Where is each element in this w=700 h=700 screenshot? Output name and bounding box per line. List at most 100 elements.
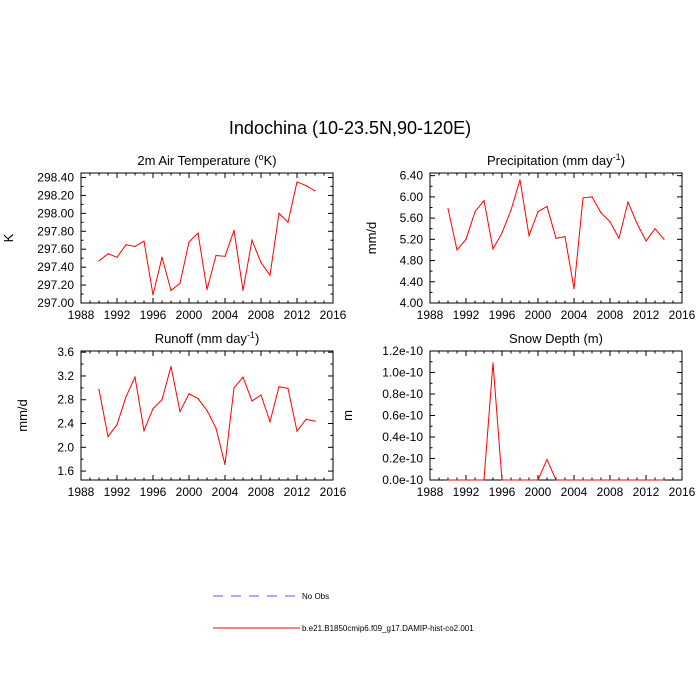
- y-tick-label: 1.0e-10: [382, 366, 423, 380]
- series-line: [98, 366, 316, 465]
- data-point: [636, 479, 638, 481]
- data-point: [600, 479, 602, 481]
- y-tick-label: 5.20: [400, 232, 424, 246]
- x-tick-label: 2012: [284, 485, 311, 499]
- x-tick-label: 1992: [104, 485, 131, 499]
- data-point: [456, 479, 458, 481]
- y-tick-label: 298.00: [37, 206, 74, 220]
- data-point: [492, 248, 494, 250]
- x-tick-label: 1996: [140, 308, 167, 322]
- data-point: [233, 387, 235, 389]
- x-tick-label: 1988: [68, 485, 95, 499]
- y-tick-label: 297.60: [37, 242, 74, 256]
- data-point: [161, 399, 163, 401]
- data-point: [492, 362, 494, 364]
- y-tick-label: 5.60: [400, 211, 424, 225]
- x-tick-label: 1992: [453, 308, 480, 322]
- data-point: [197, 397, 199, 400]
- y-tick-label: 298.40: [37, 170, 74, 184]
- data-point: [170, 365, 172, 368]
- data-point: [134, 245, 136, 248]
- data-point: [654, 228, 656, 230]
- data-point: [654, 479, 656, 481]
- data-point: [564, 479, 566, 481]
- x-tick-label: 1996: [489, 308, 516, 322]
- y-tick-label: 297.80: [37, 224, 74, 238]
- legend: No Obs b.e21.B1850cmip6.f09_g17.DAMIP-his…: [213, 592, 474, 633]
- data-point: [510, 479, 512, 481]
- data-point: [456, 249, 458, 251]
- x-tick-label: 2008: [248, 308, 275, 322]
- data-point: [582, 197, 584, 199]
- data-point: [206, 409, 208, 412]
- plot-frame: [80, 350, 334, 481]
- y-tick-label: 298.20: [37, 188, 74, 202]
- y-axis-label: mm/d: [364, 222, 379, 255]
- data-point: [197, 232, 199, 234]
- y-axis-label: m: [340, 410, 355, 421]
- x-tick-label: 1996: [489, 485, 516, 499]
- panel-title-superscript: -1: [613, 152, 621, 162]
- data-point: [483, 199, 485, 202]
- panel-title: Runoff (mm day-1): [155, 330, 260, 346]
- data-point: [305, 184, 307, 187]
- data-point: [206, 288, 208, 291]
- y-tick-label: 6.00: [400, 190, 424, 204]
- chart-panel-1: 2m Air Temperature (oK) K 1988 1992 1996 2000…: [1, 152, 347, 322]
- data-point: [546, 458, 548, 461]
- data-point: [296, 181, 298, 183]
- panel-title-text: 2m Air Temperature (: [137, 153, 259, 168]
- panel-title-text: Precipitation (mm day: [487, 153, 613, 168]
- y-tick-label: 4.80: [400, 254, 424, 268]
- data-point: [215, 427, 217, 429]
- data-point: [474, 479, 476, 481]
- data-point: [269, 421, 271, 423]
- panel-title-suffix: ): [255, 331, 259, 346]
- data-point: [251, 400, 253, 402]
- data-point: [98, 389, 100, 391]
- x-tick-label: 2012: [633, 485, 660, 499]
- data-point: [116, 424, 118, 426]
- data-point: [125, 244, 127, 246]
- x-tick-label: 2016: [320, 485, 347, 499]
- data-point: [501, 479, 503, 481]
- y-tick-label: 4.00: [400, 296, 424, 310]
- panel-title-superscript: o: [259, 152, 264, 162]
- data-point: [188, 393, 190, 395]
- data-point: [483, 479, 485, 481]
- data-point: [573, 479, 575, 481]
- data-point: [591, 479, 593, 481]
- data-point: [152, 294, 154, 296]
- data-point: [600, 212, 602, 214]
- series-line: [447, 179, 665, 289]
- data-point: [179, 411, 181, 413]
- data-point: [287, 387, 289, 390]
- x-tick-label: 2004: [561, 485, 588, 499]
- data-point: [188, 241, 190, 243]
- data-point: [107, 253, 109, 255]
- data-point: [609, 479, 611, 481]
- data-point: [618, 237, 620, 239]
- x-tick-label: 2004: [212, 485, 239, 499]
- data-point: [224, 255, 226, 257]
- y-tick-label: 0.6e-10: [382, 409, 423, 423]
- y-tick-label: 0.8e-10: [382, 387, 423, 401]
- x-tick-label: 2012: [633, 308, 660, 322]
- data-point: [116, 256, 118, 258]
- data-point: [555, 479, 557, 481]
- panel-title-text: Snow Depth (m): [509, 331, 603, 346]
- y-tick-label: 2.0: [57, 440, 74, 454]
- data-point: [161, 256, 163, 258]
- data-point: [474, 211, 476, 213]
- series-line: [98, 181, 316, 296]
- data-point: [314, 420, 316, 422]
- panel-title-suffix: ): [621, 153, 625, 168]
- data-point: [663, 479, 665, 481]
- x-tick-label: 2000: [525, 485, 552, 499]
- y-tick-label: 0.2e-10: [382, 452, 423, 466]
- x-tick-label: 2008: [597, 485, 624, 499]
- y-tick-label: 6.40: [400, 169, 424, 183]
- data-point: [107, 436, 109, 438]
- data-point: [143, 240, 145, 242]
